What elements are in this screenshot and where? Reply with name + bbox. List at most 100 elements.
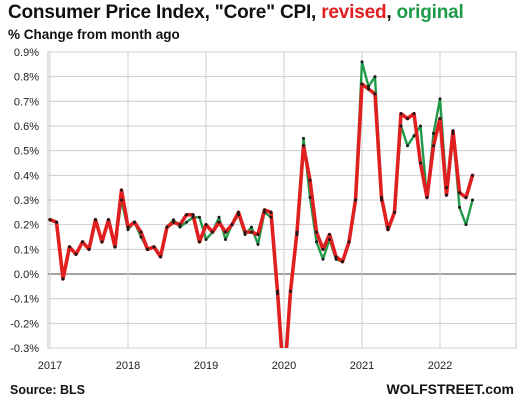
- data-point-revised: [152, 245, 156, 249]
- data-point-revised: [81, 240, 84, 244]
- x-tick-label: 2019: [194, 360, 218, 372]
- data-point-original: [295, 233, 299, 237]
- data-point-revised: [100, 240, 104, 244]
- y-tick-label: 0.7%: [14, 96, 39, 108]
- data-point-revised: [204, 223, 208, 227]
- data-point-revised: [120, 188, 123, 192]
- data-point-revised: [399, 112, 403, 116]
- data-point-original: [256, 242, 260, 246]
- data-point-original: [276, 292, 279, 296]
- data-point-revised: [211, 230, 214, 234]
- data-point-revised: [61, 277, 65, 281]
- data-point-revised: [185, 213, 188, 217]
- source-note: Source: BLS: [10, 383, 86, 397]
- series-layer: [48, 60, 475, 387]
- data-point-revised: [302, 144, 305, 148]
- title-part-0: Consumer Price Index, "Core" CPI,: [8, 2, 322, 23]
- data-point-revised: [367, 87, 370, 91]
- data-point-original: [191, 215, 195, 219]
- data-point-original: [464, 223, 468, 227]
- data-point-revised: [224, 230, 227, 234]
- data-point-revised: [315, 230, 318, 234]
- data-point-revised: [68, 245, 71, 249]
- x-tick-label: 2022: [428, 360, 452, 372]
- data-point-revised: [283, 384, 286, 387]
- data-point-revised: [237, 210, 240, 214]
- data-point-original: [406, 144, 409, 148]
- data-point-original: [321, 257, 325, 261]
- x-tick-label: 2018: [116, 360, 140, 372]
- data-point-revised: [354, 198, 357, 202]
- data-point-revised: [87, 247, 91, 251]
- data-point-original: [445, 186, 448, 190]
- chart-title: Consumer Price Index, "Core" CPI, revise…: [8, 2, 464, 24]
- brand-label: WOLFSTREET.com: [386, 381, 514, 397]
- data-point-original: [451, 131, 455, 135]
- title-part-2: ,: [386, 2, 397, 23]
- data-point-original: [367, 85, 370, 89]
- data-point-revised: [471, 173, 474, 177]
- data-point-original: [250, 225, 253, 229]
- data-point-original: [172, 218, 175, 222]
- data-point-revised: [347, 240, 351, 244]
- data-point-original: [237, 213, 240, 217]
- data-point-revised: [406, 117, 409, 121]
- data-point-revised: [289, 289, 292, 293]
- data-point-revised: [139, 230, 143, 234]
- data-point-revised: [334, 255, 338, 259]
- y-tick-label: -0.1%: [10, 294, 39, 306]
- data-point-revised: [159, 255, 162, 259]
- data-point-revised: [48, 218, 52, 222]
- data-point-original: [308, 196, 312, 200]
- data-point-revised: [198, 240, 201, 244]
- data-point-revised: [146, 247, 149, 251]
- data-point-revised: [445, 193, 448, 197]
- y-tick-label: 0.2%: [14, 220, 39, 232]
- data-point-revised: [308, 178, 312, 182]
- data-point-revised: [178, 223, 182, 227]
- data-point-original: [471, 198, 474, 202]
- data-point-original: [432, 131, 435, 135]
- data-point-revised: [386, 228, 390, 232]
- data-point-revised: [165, 225, 169, 229]
- data-point-original: [139, 235, 143, 239]
- y-tick-label: -0.2%: [10, 318, 39, 330]
- data-point-revised: [425, 196, 429, 200]
- title-part-1: revised: [321, 2, 387, 23]
- data-point-original: [386, 225, 390, 229]
- data-point-original: [438, 97, 442, 101]
- data-point-original: [217, 215, 221, 219]
- data-point-original: [328, 237, 331, 241]
- data-point-revised: [373, 92, 377, 96]
- y-tick-label: 0.8%: [14, 72, 39, 84]
- data-point-revised: [55, 220, 58, 224]
- data-point-revised: [250, 230, 253, 234]
- title-part-3: original: [396, 2, 464, 23]
- y-tick-label: 0.9%: [14, 47, 39, 59]
- data-point-revised: [412, 112, 416, 116]
- data-point-original: [412, 134, 416, 138]
- data-point-revised: [269, 210, 273, 214]
- data-point-original: [360, 60, 364, 64]
- data-point-revised: [133, 220, 136, 224]
- y-tick-label: 0.3%: [14, 195, 39, 207]
- data-point-revised: [438, 117, 442, 121]
- data-point-revised: [217, 220, 221, 224]
- data-point-original: [204, 237, 208, 241]
- data-point-original: [315, 240, 318, 244]
- data-point-revised: [393, 210, 396, 214]
- x-tick-label: 2017: [38, 360, 62, 372]
- data-point-revised: [230, 223, 234, 227]
- data-point-original: [269, 215, 273, 219]
- data-point-revised: [74, 252, 78, 256]
- x-tick-label: 2021: [350, 360, 374, 372]
- data-point-revised: [328, 233, 331, 237]
- y-tick-label: 0.4%: [14, 170, 39, 182]
- y-tick-label: 0.0%: [14, 269, 39, 281]
- data-point-revised: [113, 245, 117, 249]
- data-point-revised: [256, 233, 260, 237]
- data-point-original: [458, 205, 461, 209]
- data-point-original: [380, 198, 383, 202]
- data-point-revised: [458, 191, 461, 195]
